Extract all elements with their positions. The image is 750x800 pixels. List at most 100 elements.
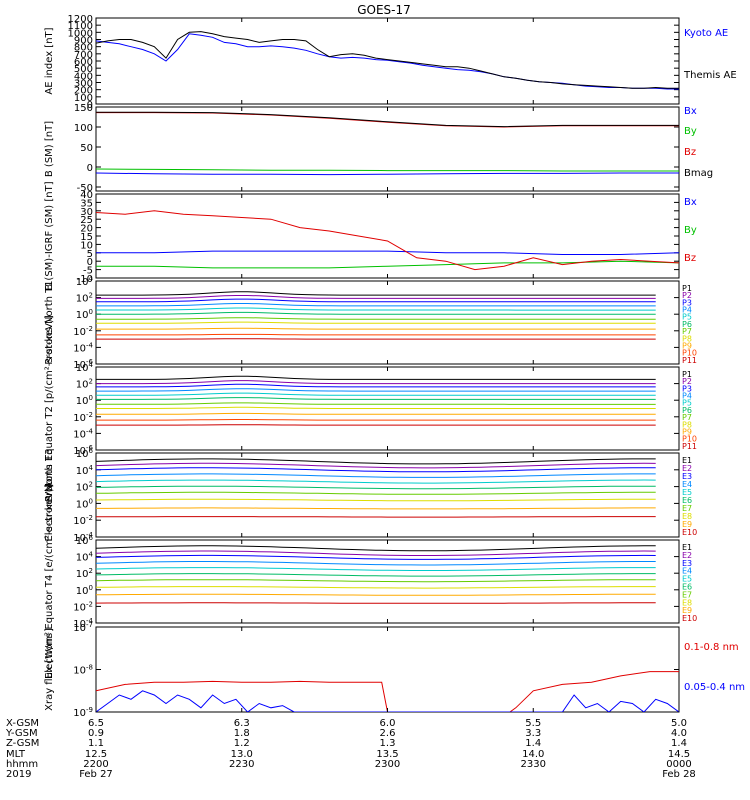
orbit-value: 2230 xyxy=(229,759,254,770)
legend-e2: E2 xyxy=(682,551,692,560)
orbit-value: 6.5 xyxy=(88,718,104,729)
legend-bx: Bx xyxy=(684,106,697,117)
y-tick-label: 1200 xyxy=(68,14,93,25)
y-tick-label: 50 xyxy=(80,143,93,154)
legend-e6: E6 xyxy=(682,496,692,505)
orbit-value: 2330 xyxy=(521,759,546,770)
series-line-by xyxy=(96,260,679,269)
orbit-value: 14.5 xyxy=(668,749,690,760)
orbit-value: 12.5 xyxy=(85,749,107,760)
series-line-bx xyxy=(96,250,679,255)
y-tick-label: 20 xyxy=(80,224,93,235)
y-tick-label: 200 xyxy=(74,86,93,97)
y-tick-label: 10-7 xyxy=(73,621,93,634)
orbit-value: 6.3 xyxy=(234,718,250,729)
y-tick-label: 10 xyxy=(80,240,93,251)
legend-p9: P9 xyxy=(682,427,692,436)
channel-line-e6 xyxy=(96,573,656,577)
legend-p3: P3 xyxy=(682,384,692,393)
orbit-value: 4.0 xyxy=(671,728,687,739)
legend-p4: P4 xyxy=(682,306,692,315)
series-line-by xyxy=(96,168,679,172)
y-tick-label: 102 xyxy=(76,292,93,305)
y-tick-label: -10 xyxy=(77,274,93,285)
y-tick-label: 102 xyxy=(76,567,93,580)
orbit-value: 2200 xyxy=(83,759,108,770)
orbit-value: 13.0 xyxy=(231,749,253,760)
legend-p6: P6 xyxy=(682,406,692,415)
channel-line-e4 xyxy=(96,473,656,478)
y-tick-label: 10-2 xyxy=(73,325,93,338)
y-tick-label: 106 xyxy=(76,447,94,460)
y-axis-label: Electrons Equator T4 [e/(cm²-s-sr-keV)] xyxy=(44,484,55,679)
y-axis-label: B (SM)-IGRF (SM) [nT] xyxy=(44,181,55,290)
channel-line-e2 xyxy=(96,550,656,556)
orbit-value: 0000 xyxy=(666,759,691,770)
orbit-value: 1.1 xyxy=(88,738,104,749)
legend-bmag: Bmag xyxy=(684,168,713,179)
y-axis-label: Electrons North T3 xyxy=(44,448,55,541)
orbit-value: 3.3 xyxy=(525,728,541,739)
channel-line-p6 xyxy=(96,311,656,315)
legend-by: By xyxy=(684,126,697,137)
panel-frame xyxy=(95,280,680,365)
legend-bx: Bx xyxy=(684,197,697,208)
y-tick-label: 104 xyxy=(76,551,94,564)
y-tick-label: 100 xyxy=(74,93,93,104)
legend-e9: E9 xyxy=(682,520,692,529)
y-tick-label: 35 xyxy=(80,198,93,209)
y-tick-label: 500 xyxy=(74,64,93,75)
channel-line-e1 xyxy=(96,545,656,552)
channel-line-p9 xyxy=(96,327,656,330)
y-tick-label: 30 xyxy=(80,207,93,218)
legend-p6: P6 xyxy=(682,320,692,329)
series-line-bx xyxy=(96,172,679,176)
channel-line-p10 xyxy=(96,333,656,336)
legend-e10: E10 xyxy=(682,614,697,623)
orbit-row-label: Z-GSM xyxy=(6,738,39,749)
legend-p7: P7 xyxy=(682,327,692,336)
y-tick-label: 300 xyxy=(74,79,93,90)
series-line-themis-ae xyxy=(96,31,679,89)
channel-line-p1 xyxy=(96,375,656,380)
channel-line-e3 xyxy=(96,554,656,560)
y-axis-label: B (SM) [nT] xyxy=(44,121,55,177)
series-line-kyoto-ae xyxy=(96,33,679,90)
legend-e4: E4 xyxy=(682,567,692,576)
orbit-value: 2.6 xyxy=(380,728,396,739)
legend-p7: P7 xyxy=(682,413,692,422)
panel-frame xyxy=(95,452,680,538)
legend-p5: P5 xyxy=(682,313,692,322)
legend-p1: P1 xyxy=(682,370,692,379)
series-line-0-05-0-4-nm xyxy=(96,690,679,712)
legend-e2: E2 xyxy=(682,464,692,473)
channel-line-p9 xyxy=(96,412,656,415)
legend-e1: E1 xyxy=(682,543,692,552)
legend-e5: E5 xyxy=(682,488,692,497)
channel-line-e4 xyxy=(96,561,656,566)
orbit-row-label: 2019 xyxy=(6,769,31,780)
legend-e1: E1 xyxy=(682,456,692,465)
panel-8: Xray flux [W/m²] 10-7 10-8 10-9 0.1-0.8 nm 0.… xyxy=(44,621,745,719)
legend-themis-ae: Themis AE xyxy=(683,70,737,81)
y-tick-label: 10-2 xyxy=(73,600,93,613)
legend-e3: E3 xyxy=(682,559,692,568)
y-axis-label: AE index [nT] xyxy=(44,27,55,94)
y-tick-label: 10-2 xyxy=(73,514,93,527)
channel-line-e2 xyxy=(96,462,656,469)
legend-p11: P11 xyxy=(682,442,697,451)
y-tick-label: 10-4 xyxy=(73,531,93,544)
panel-3: B (SM)-IGRF (SM) [nT] -10-505101520253035… xyxy=(44,181,697,290)
legend-e5: E5 xyxy=(682,575,692,584)
orbit-value: 1.8 xyxy=(234,728,250,739)
panel-1: AE index [nT] 010020030040050060070080090… xyxy=(44,14,737,111)
channel-line-e10 xyxy=(96,516,656,518)
legend-0-05-0-4-nm: 0.05-0.4 nm xyxy=(684,682,745,693)
panel-frame xyxy=(95,626,680,713)
channel-line-e9 xyxy=(96,593,656,596)
y-tick-label: 100 xyxy=(74,123,93,134)
series-line-bz xyxy=(96,112,679,128)
orbit-row-label: hhmm xyxy=(6,759,38,770)
panels: AE index [nT]010020030040050060070080090… xyxy=(44,14,745,719)
